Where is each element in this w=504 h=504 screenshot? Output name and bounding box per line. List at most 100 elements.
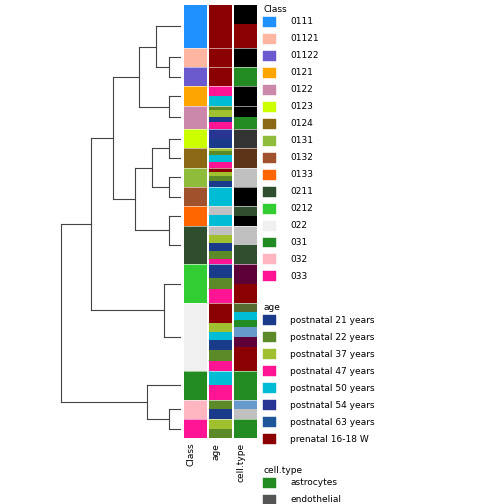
- Bar: [263, 349, 276, 359]
- Bar: [184, 371, 207, 400]
- Bar: [209, 86, 232, 96]
- Bar: [209, 419, 232, 429]
- Text: 0121: 0121: [290, 69, 313, 77]
- Bar: [209, 151, 232, 155]
- Bar: [263, 85, 276, 95]
- Bar: [209, 243, 232, 251]
- Bar: [263, 237, 276, 247]
- Bar: [209, 215, 232, 226]
- Bar: [209, 264, 232, 278]
- Bar: [209, 155, 232, 162]
- Bar: [234, 67, 257, 86]
- Text: 033: 033: [290, 272, 307, 281]
- Bar: [263, 68, 276, 78]
- Bar: [184, 148, 207, 167]
- Text: postnatal 22 years: postnatal 22 years: [290, 333, 374, 342]
- Bar: [209, 187, 232, 206]
- Bar: [263, 136, 276, 146]
- Bar: [234, 226, 257, 245]
- Bar: [184, 303, 207, 371]
- Text: 0111: 0111: [290, 18, 313, 26]
- Bar: [234, 400, 257, 409]
- Text: 0123: 0123: [290, 102, 313, 111]
- Bar: [209, 289, 232, 303]
- Bar: [234, 187, 257, 206]
- Bar: [209, 5, 232, 47]
- Text: 01122: 01122: [290, 51, 319, 60]
- Bar: [209, 235, 232, 243]
- Bar: [234, 264, 257, 284]
- Bar: [209, 117, 232, 122]
- Bar: [234, 347, 257, 371]
- Bar: [263, 478, 276, 488]
- Text: 032: 032: [290, 255, 307, 264]
- Text: 0133: 0133: [290, 170, 313, 179]
- Text: 022: 022: [290, 221, 307, 230]
- Bar: [234, 117, 257, 129]
- Text: 0211: 0211: [290, 187, 313, 196]
- Bar: [263, 417, 276, 427]
- Bar: [209, 350, 232, 360]
- Bar: [234, 5, 257, 24]
- Bar: [234, 419, 257, 438]
- Bar: [209, 385, 232, 400]
- Bar: [234, 86, 257, 106]
- Bar: [209, 96, 232, 106]
- Bar: [209, 67, 232, 86]
- Text: 0122: 0122: [290, 85, 313, 94]
- Bar: [184, 206, 207, 226]
- Bar: [209, 340, 232, 350]
- Bar: [209, 371, 232, 385]
- Bar: [263, 316, 276, 325]
- Text: postnatal 54 years: postnatal 54 years: [290, 401, 374, 410]
- Bar: [184, 106, 207, 129]
- Bar: [184, 187, 207, 206]
- Text: age: age: [212, 443, 221, 460]
- Text: 0131: 0131: [290, 136, 313, 145]
- Bar: [209, 324, 232, 332]
- Bar: [209, 360, 232, 371]
- Text: 0212: 0212: [290, 204, 313, 213]
- Bar: [263, 34, 276, 44]
- Bar: [263, 204, 276, 214]
- Text: postnatal 47 years: postnatal 47 years: [290, 367, 374, 375]
- Bar: [234, 284, 257, 303]
- Text: astrocytes: astrocytes: [290, 478, 337, 487]
- Bar: [184, 5, 207, 47]
- Text: 01121: 01121: [290, 34, 319, 43]
- Bar: [234, 24, 257, 47]
- Bar: [263, 400, 276, 410]
- Bar: [263, 221, 276, 230]
- Bar: [234, 371, 257, 400]
- Bar: [263, 153, 276, 163]
- Bar: [209, 172, 232, 176]
- Bar: [209, 303, 232, 324]
- Bar: [234, 148, 257, 167]
- Bar: [263, 272, 276, 281]
- Text: 0124: 0124: [290, 119, 313, 128]
- Bar: [263, 186, 276, 197]
- Text: age: age: [263, 303, 280, 312]
- Bar: [209, 400, 232, 409]
- Bar: [263, 434, 276, 444]
- Bar: [263, 17, 276, 27]
- Text: endothelial: endothelial: [290, 495, 341, 504]
- Bar: [234, 337, 257, 347]
- Bar: [209, 259, 232, 264]
- Bar: [234, 216, 257, 226]
- Bar: [184, 129, 207, 148]
- Text: postnatal 37 years: postnatal 37 years: [290, 350, 375, 359]
- Text: Class: Class: [263, 5, 287, 14]
- Bar: [234, 409, 257, 419]
- Bar: [209, 206, 232, 215]
- Bar: [209, 47, 232, 67]
- Bar: [234, 245, 257, 264]
- Bar: [263, 51, 276, 61]
- Text: cell.type: cell.type: [237, 443, 245, 482]
- Bar: [263, 102, 276, 112]
- Bar: [184, 86, 207, 106]
- Bar: [263, 495, 276, 504]
- Bar: [209, 139, 232, 148]
- Bar: [234, 167, 257, 187]
- Bar: [234, 206, 257, 216]
